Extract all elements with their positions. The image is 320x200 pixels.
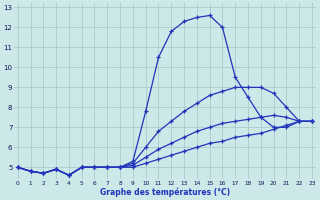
X-axis label: Graphe des températures (°C): Graphe des températures (°C) xyxy=(100,187,230,197)
